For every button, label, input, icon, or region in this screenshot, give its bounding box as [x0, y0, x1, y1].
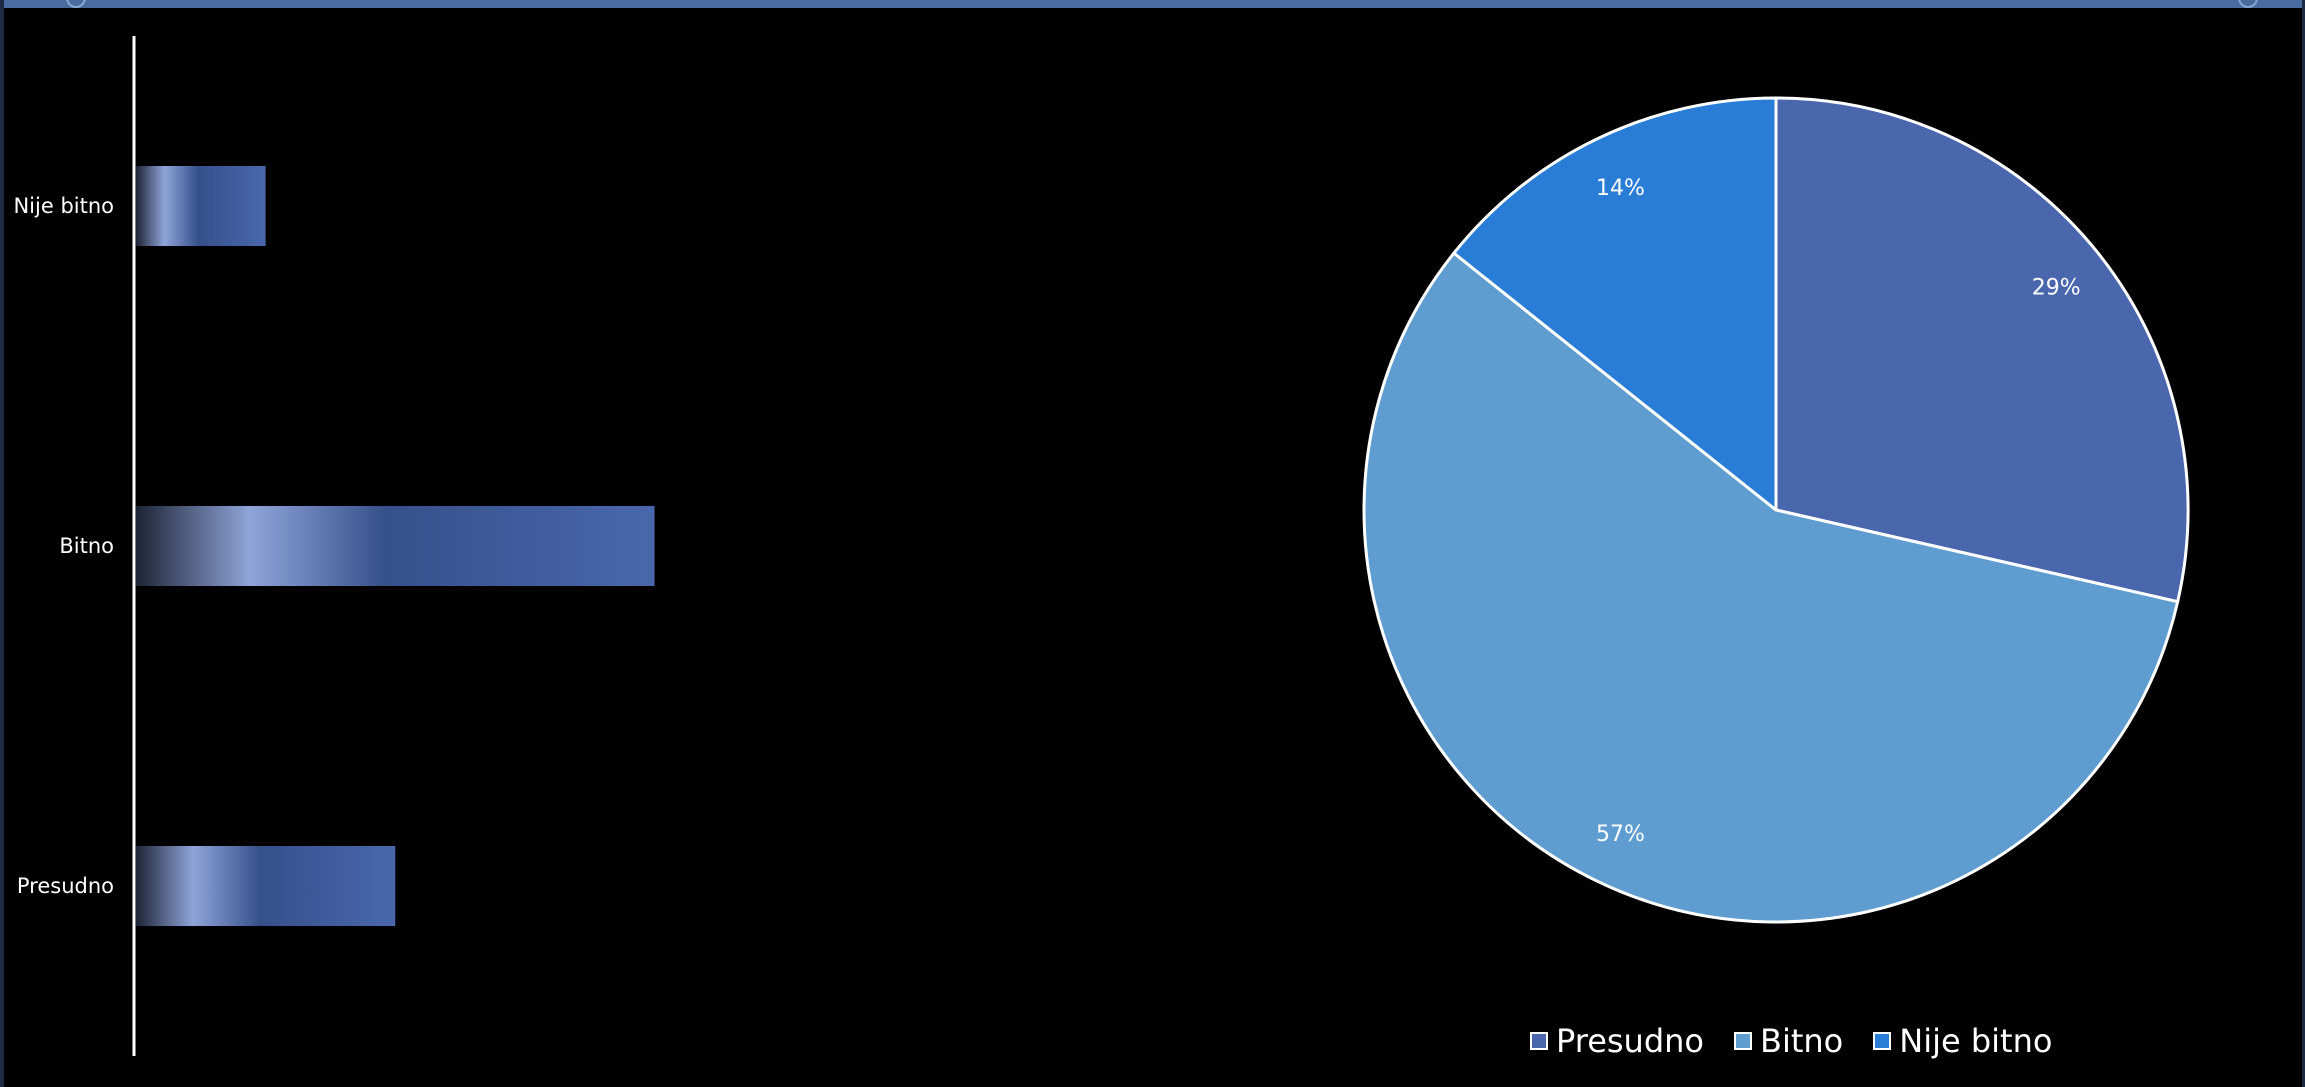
legend-swatch [1530, 1032, 1548, 1050]
slide-left-band [0, 0, 4, 1087]
bar-bitno [136, 506, 655, 586]
pie-data-label: 14% [1596, 176, 1645, 201]
legend-label: Nije bitno [1899, 1022, 2053, 1060]
pie-data-label: 29% [2032, 276, 2081, 301]
slide-right-band [2302, 0, 2305, 1087]
legend-label: Presudno [1556, 1022, 1704, 1060]
pie-chart: 29% 57% 14% [1362, 96, 2190, 924]
category-label: Nije bitno [13, 194, 114, 218]
legend-item: Bitno [1734, 1022, 1843, 1060]
category-label: Presudno [17, 874, 114, 898]
legend-swatch [1873, 1032, 1892, 1050]
legend-label: Bitno [1760, 1022, 1844, 1060]
pie-slice-nije-bitno [1452, 96, 1778, 512]
legend-swatch [1734, 1032, 1752, 1050]
legend-item: Presudno [1530, 1022, 1704, 1060]
bar-nije-bitno [136, 166, 266, 246]
bar-chart: Nije bitno Bitno Presudno [13, 36, 655, 1056]
pie-data-label: 57% [1596, 822, 1645, 847]
slide-top-band [0, 0, 2305, 8]
legend-item: Nije bitno [1873, 1022, 2052, 1060]
pie-legend: Presudno Bitno Nije bitno [1530, 1022, 2082, 1060]
pie-slice-bitno [1362, 251, 2180, 924]
bar-presudno [136, 846, 396, 926]
pie-slice-presudno [1774, 96, 2190, 604]
category-label: Bitno [59, 534, 114, 558]
